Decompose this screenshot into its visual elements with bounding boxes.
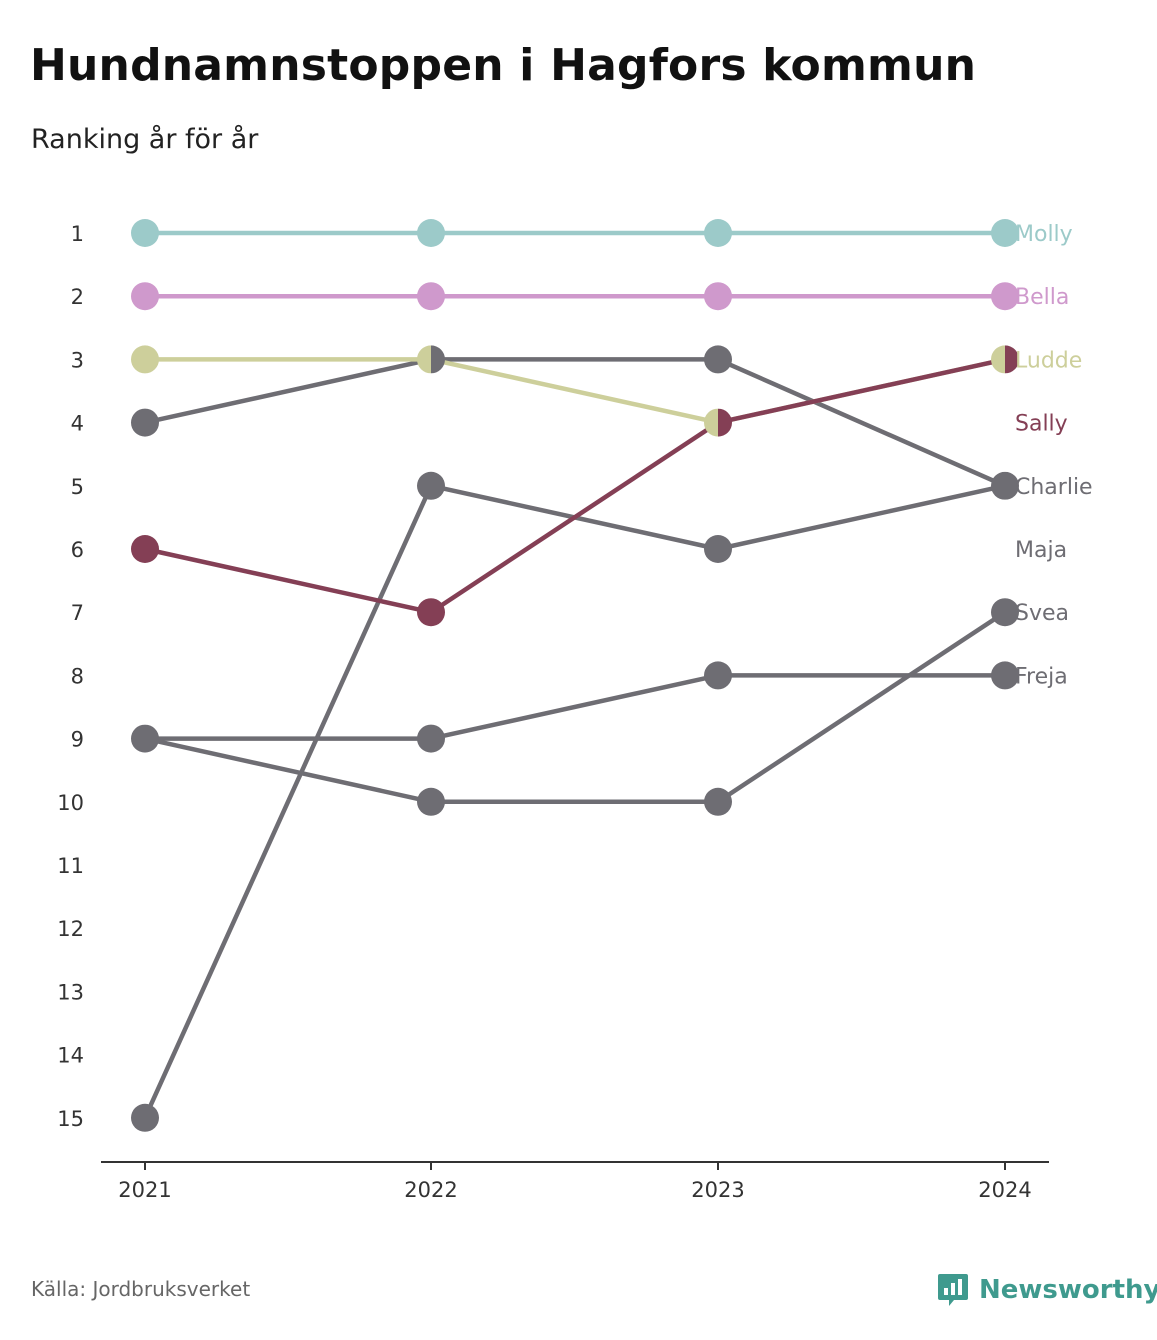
- y-tick-label: 13: [57, 980, 84, 1004]
- chart-subtitle: Ranking år för år: [31, 124, 259, 155]
- x-tick-label: 2022: [404, 1178, 457, 1202]
- point-sally-2021: [131, 535, 159, 563]
- point-svea-2022: [417, 787, 445, 816]
- end-label-freja: Freja: [1015, 664, 1068, 689]
- point-molly-2024: [991, 219, 1019, 247]
- x-tick-label: 2021: [118, 1178, 171, 1202]
- point-bella-2021: [131, 282, 159, 311]
- point-ludde-2022: [417, 345, 431, 374]
- point-bella-2022: [417, 282, 445, 311]
- y-tick-label: 10: [57, 791, 84, 815]
- point-ludde-2023: [704, 408, 718, 437]
- x-axis: 2021 2022 2023 2024: [101, 1161, 1049, 1202]
- point-charlie-2024: [991, 471, 1005, 500]
- y-tick-label: 6: [71, 538, 84, 562]
- brand-name: Newsworthy: [979, 1275, 1157, 1305]
- end-label-ludde: Ludde: [1015, 348, 1082, 373]
- point-charlie-2022: [431, 345, 445, 374]
- y-tick-label: 2: [71, 285, 84, 309]
- point-sally-2023: [718, 408, 732, 437]
- series-markers: [131, 219, 1019, 1132]
- y-tick-label: 5: [71, 475, 84, 499]
- y-tick-label: 8: [71, 664, 84, 688]
- point-sally-2024: [1005, 345, 1019, 374]
- point-maja-2022: [417, 471, 445, 500]
- y-tick-label: 7: [71, 601, 84, 625]
- point-sally-2022: [417, 598, 445, 627]
- end-label-svea: Svea: [1015, 601, 1069, 626]
- chart-title: Hundnamnstoppen i Hagfors kommun: [30, 40, 977, 91]
- point-ludde-2021: [131, 345, 159, 374]
- point-bella-2023: [704, 282, 732, 311]
- end-label-maja: Maja: [1015, 538, 1067, 563]
- brand-logo[interactable]: Newsworthy: [937, 1272, 1157, 1308]
- point-svea-2021: [131, 724, 145, 753]
- point-ludde-2024: [991, 345, 1005, 374]
- series-line-charlie: [142, 357, 1008, 489]
- y-tick-label: 11: [57, 854, 84, 878]
- point-molly-2021: [131, 219, 159, 247]
- point-molly-2022: [417, 219, 445, 247]
- point-charlie-2023: [704, 345, 732, 374]
- point-svea-2023: [704, 787, 732, 816]
- series-line-sally: [142, 357, 1008, 615]
- y-tick-label: 3: [71, 348, 84, 372]
- x-tick-label: 2024: [978, 1178, 1031, 1202]
- point-bella-2024: [991, 282, 1019, 311]
- end-labels: Molly Bella Ludde Sally Charlie Maja Svea Freja: [1015, 222, 1093, 689]
- y-tick-label: 14: [57, 1044, 84, 1068]
- point-maja-2023: [704, 535, 732, 563]
- point-freja-2022: [417, 724, 445, 753]
- point-charlie-2021: [131, 408, 159, 437]
- y-tick-label: 1: [71, 222, 84, 246]
- point-maja-2021: [131, 1103, 159, 1132]
- series-lines: [142, 230, 1008, 1121]
- point-molly-2023: [704, 219, 732, 247]
- y-tick-label: 4: [71, 412, 84, 436]
- point-freja-2023: [704, 661, 732, 690]
- series-line-svea: [142, 609, 1008, 805]
- y-tick-label: 15: [57, 1107, 84, 1131]
- point-freja-2021: [145, 724, 159, 753]
- x-tick-label: 2023: [691, 1178, 744, 1202]
- end-label-bella: Bella: [1015, 285, 1069, 310]
- y-tick-label: 9: [71, 728, 84, 752]
- end-label-molly: Molly: [1015, 222, 1073, 247]
- source-note: Källa: Jordbruksverket: [31, 1277, 251, 1301]
- series-line-ludde: [142, 357, 1008, 425]
- end-label-sally: Sally: [1015, 412, 1068, 437]
- series-line-freja: [142, 673, 1008, 741]
- point-svea-2024: [991, 598, 1019, 627]
- end-label-charlie: Charlie: [1015, 475, 1093, 500]
- point-freja-2024: [991, 661, 1019, 690]
- newsworthy-logo-icon: [938, 1274, 968, 1306]
- point-maja-2024: [1005, 471, 1019, 500]
- y-tick-label: 12: [57, 917, 84, 941]
